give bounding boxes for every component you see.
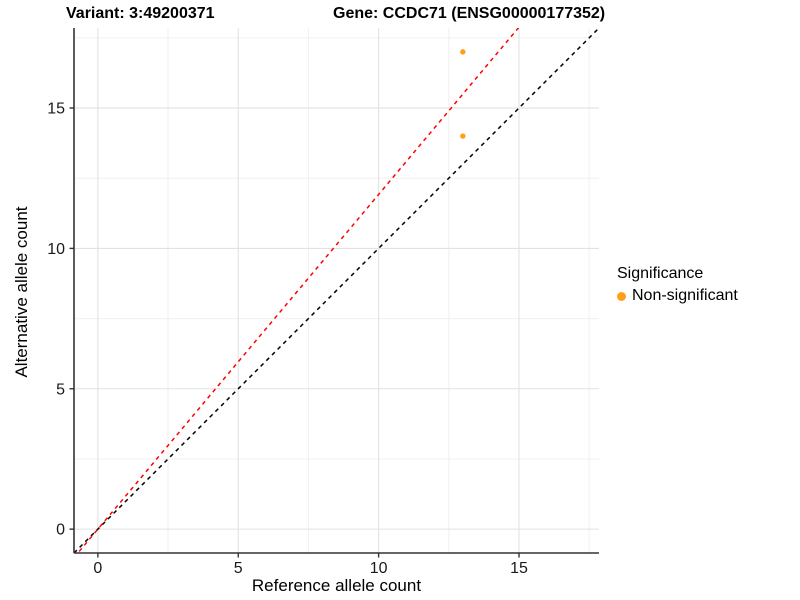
x-tick-label: 5 (234, 560, 243, 577)
y-axis-title: Alternative allele count (12, 206, 31, 378)
plot-title-gene: Gene: CCDC71 (ENSG00000177352) (333, 5, 606, 22)
y-tick-label: 5 (56, 381, 65, 398)
x-tick-label: 0 (93, 560, 102, 577)
x-tick-label: 15 (510, 560, 528, 577)
data-point (460, 133, 466, 139)
abline-group (74, 28, 599, 553)
legend-point-icon (617, 291, 626, 301)
identity-line (74, 28, 599, 553)
legend: Significance Non-significant (617, 265, 738, 305)
y-tick-label: 15 (47, 101, 65, 118)
allelic-proportion-fit-line (76, 28, 520, 553)
legend-title: Significance (617, 265, 704, 282)
plot-title-variant: Variant: 3:49200371 (66, 5, 215, 22)
x-tick-label: 10 (370, 560, 388, 577)
data-point (460, 49, 466, 55)
legend-item-label: Non-significant (632, 287, 738, 304)
legend-item-non-significant: Non-significant (617, 287, 738, 305)
x-axis-title: Reference allele count (251, 576, 422, 595)
y-tick-label: 10 (47, 241, 65, 258)
y-tick-label: 0 (56, 522, 65, 539)
